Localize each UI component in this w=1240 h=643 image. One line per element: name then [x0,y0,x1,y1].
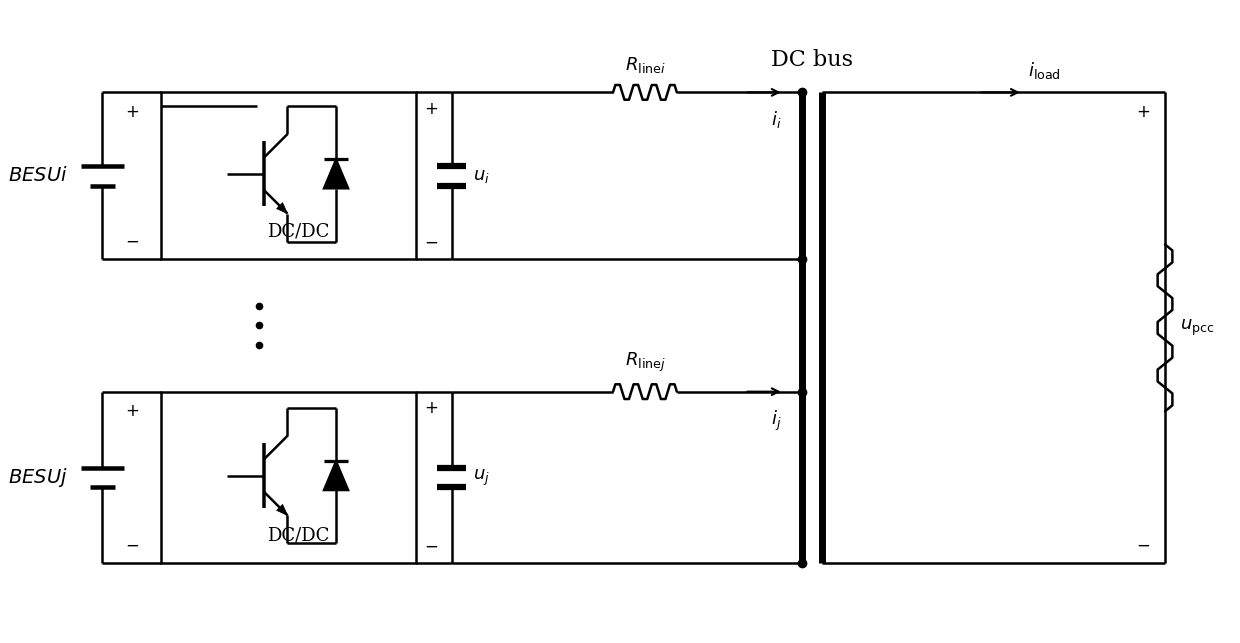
Text: $i_j$: $i_j$ [771,408,781,433]
Text: +: + [424,399,438,417]
Text: DC/DC: DC/DC [268,222,330,240]
Text: $i_i$: $i_i$ [771,109,781,130]
Polygon shape [324,159,348,188]
Text: −: − [1137,537,1151,555]
Text: −: − [125,233,139,251]
Polygon shape [324,461,348,490]
Bar [161,392,417,563]
Text: $R_{\mathrm{line}i}$: $R_{\mathrm{line}i}$ [625,55,666,75]
Text: $R_{\mathrm{line}j}$: $R_{\mathrm{line}j}$ [625,351,666,374]
Polygon shape [277,203,288,213]
Text: −: − [424,233,438,251]
Text: −: − [424,538,438,556]
Text: $u_i$: $u_i$ [474,167,490,185]
Bar [161,93,417,259]
Text: −: − [125,537,139,555]
Text: +: + [125,103,139,121]
Text: +: + [125,403,139,421]
Polygon shape [277,504,288,515]
Text: $u_{\mathrm{pcc}}$: $u_{\mathrm{pcc}}$ [1179,318,1214,338]
Text: DC/DC: DC/DC [268,527,330,545]
Text: +: + [1137,103,1151,121]
Text: $BESUi$: $BESUi$ [9,167,68,185]
Text: DC bus: DC bus [771,49,853,71]
Text: +: + [424,100,438,118]
Text: $i_{\mathrm{load}}$: $i_{\mathrm{load}}$ [1028,60,1060,80]
Text: $BESUj$: $BESUj$ [9,466,68,489]
Text: $u_j$: $u_j$ [474,467,490,487]
